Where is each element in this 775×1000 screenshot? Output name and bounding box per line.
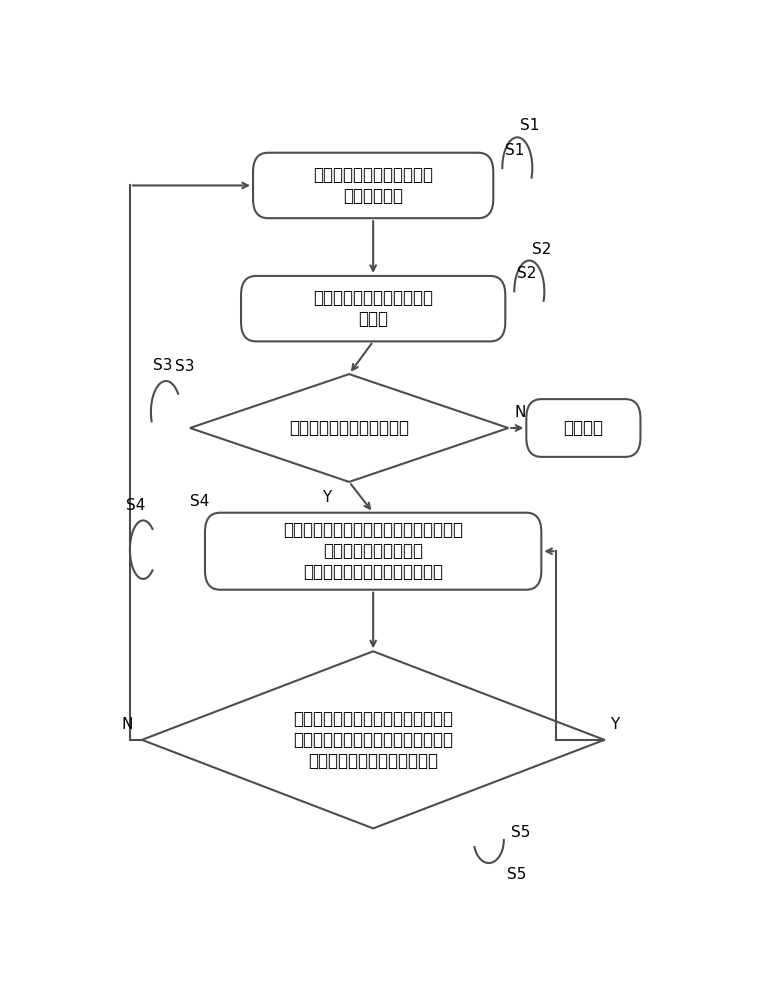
Text: 将模座温度与直径数据制成
曲线图: 将模座温度与直径数据制成 曲线图 [313,289,433,328]
Text: S4: S4 [190,494,209,509]
FancyBboxPatch shape [241,276,505,341]
Text: N: N [122,717,133,732]
Polygon shape [190,374,508,482]
FancyBboxPatch shape [253,153,494,218]
Polygon shape [142,651,604,828]
FancyBboxPatch shape [526,399,640,457]
Text: S3: S3 [175,359,195,374]
Text: S5: S5 [512,825,531,840]
FancyBboxPatch shape [205,513,541,590]
Text: 监测并记录模座温度、光纤
预制棒的直径: 监测并记录模座温度、光纤 预制棒的直径 [313,166,433,205]
Text: 根据模座当前温度曲线，计算曲线斜率，
预算出温度变化趋势，
通过预设时间控制模座温度变化: 根据模座当前温度曲线，计算曲线斜率， 预算出温度变化趋势， 通过预设时间控制模座… [283,521,463,581]
Text: Y: Y [611,717,620,732]
Text: S1: S1 [505,143,525,158]
Text: S2: S2 [518,266,536,282]
Text: S5: S5 [507,867,526,882]
Text: S2: S2 [532,242,551,257]
Text: 在到达预设时间后，模座温度变化至
所需温度时，检测并判断当前光纤预
制棒直径是否处于预设范围内: 在到达预设时间后，模座温度变化至 所需温度时，检测并判断当前光纤预 制棒直径是否… [293,710,453,770]
Text: S1: S1 [520,118,539,133]
Text: Y: Y [322,490,331,505]
Text: 停止监测: 停止监测 [563,419,604,437]
Text: 判断当前是否处于升速阶段: 判断当前是否处于升速阶段 [289,419,409,437]
Text: S3: S3 [153,358,173,373]
Text: S4: S4 [126,498,146,513]
Text: N: N [515,405,525,420]
